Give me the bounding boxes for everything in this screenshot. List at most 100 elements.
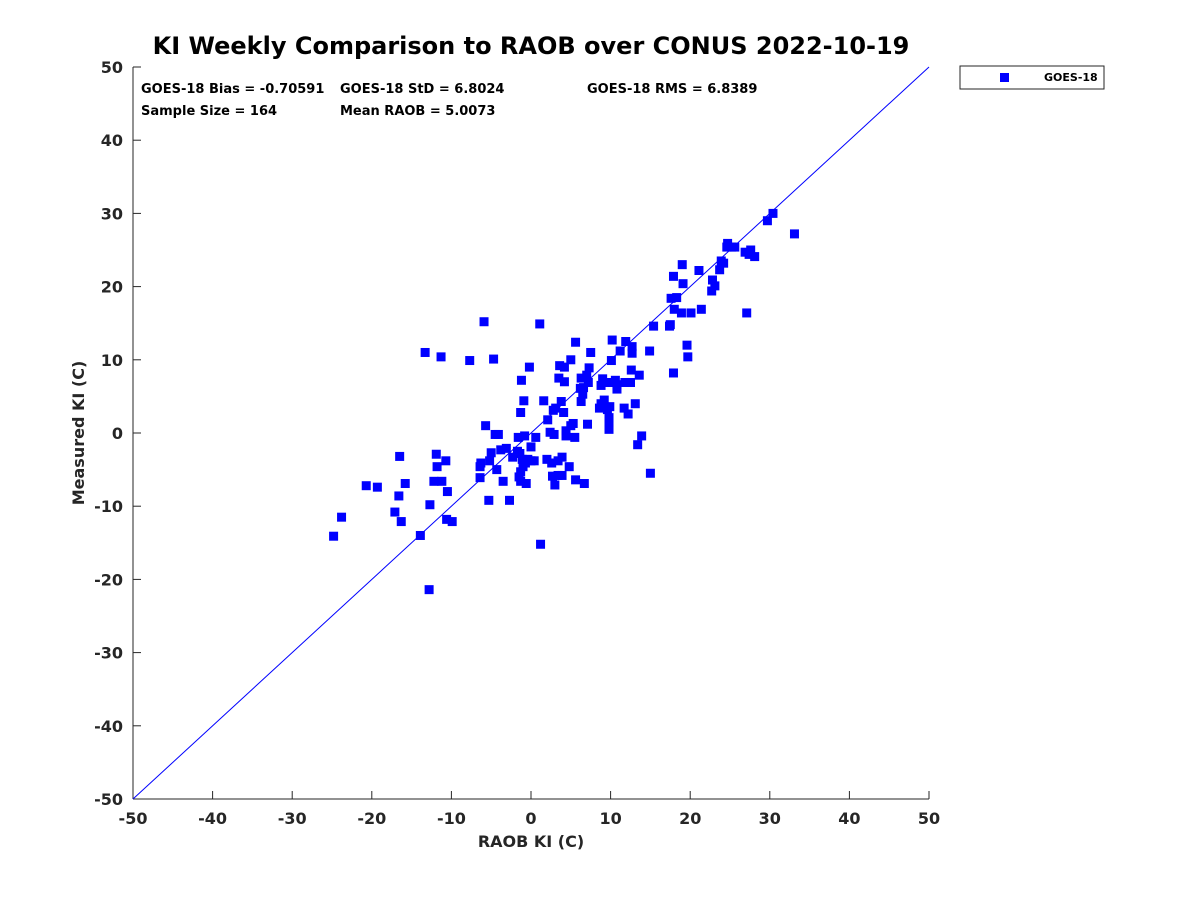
- data-point: [710, 281, 720, 291]
- data-point: [513, 432, 523, 442]
- data-point: [666, 293, 676, 303]
- data-point: [584, 363, 594, 373]
- data-point: [429, 476, 439, 486]
- y-ticks: 50 40 30 20 10 0 -10 -20 -30 -40 -50: [94, 58, 141, 809]
- data-point: [669, 304, 679, 314]
- y-tick-label: -20: [94, 570, 123, 589]
- data-point: [730, 242, 740, 252]
- data-point: [582, 370, 592, 380]
- data-point: [485, 456, 495, 466]
- data-point: [484, 495, 494, 505]
- data-point: [672, 293, 682, 303]
- data-point: [516, 408, 526, 418]
- data-point: [665, 320, 675, 330]
- data-point: [481, 421, 491, 431]
- rms-stat: GOES-18 RMS = 6.8389: [587, 82, 757, 97]
- x-tick-label: -50: [119, 809, 148, 828]
- data-point: [536, 539, 546, 549]
- data-point: [432, 462, 442, 472]
- data-point: [475, 473, 485, 483]
- x-tick-label: 30: [759, 809, 781, 828]
- data-point: [520, 431, 530, 441]
- data-point: [361, 481, 371, 491]
- x-tick-label: 10: [599, 809, 621, 828]
- data-point: [479, 317, 489, 327]
- data-point: [556, 397, 566, 407]
- x-tick-label: 50: [918, 809, 940, 828]
- data-point: [561, 431, 571, 441]
- x-ticks: -50 -40 -30 -20 -10 0 10 20 30 40 50: [119, 791, 940, 828]
- data-point: [715, 265, 725, 275]
- data-point: [531, 432, 541, 442]
- data-point: [559, 362, 569, 372]
- data-point: [516, 476, 526, 486]
- data-point: [492, 465, 502, 475]
- data-point: [583, 377, 593, 387]
- data-point: [394, 491, 404, 501]
- data-point: [645, 468, 655, 478]
- data-point: [431, 449, 441, 459]
- data-point: [626, 365, 636, 375]
- data-point: [568, 418, 578, 428]
- legend: GOES-18: [959, 65, 1105, 90]
- data-point: [605, 402, 615, 412]
- x-tick-label: 20: [679, 809, 701, 828]
- data-point: [570, 432, 580, 442]
- data-point: [498, 476, 508, 486]
- data-point: [550, 480, 560, 490]
- statistics-box: GOES-18 Bias = -0.70591 GOES-18 StD = 6.…: [141, 82, 757, 119]
- data-point: [789, 229, 799, 239]
- data-point: [576, 397, 586, 407]
- data-point: [521, 479, 531, 489]
- data-point: [637, 431, 647, 441]
- data-point: [668, 271, 678, 281]
- data-point: [683, 352, 693, 362]
- data-point: [606, 356, 616, 366]
- data-point: [634, 370, 644, 380]
- data-point: [676, 308, 686, 318]
- data-point: [623, 409, 633, 419]
- data-point: [496, 445, 506, 455]
- data-point: [762, 216, 772, 226]
- bias-stat: GOES-18 Bias = -0.70591: [141, 82, 324, 97]
- chart-title: KI Weekly Comparison to RAOB over CONUS …: [153, 32, 910, 60]
- data-point: [566, 355, 576, 365]
- data-point: [424, 585, 434, 595]
- data-point: [441, 456, 451, 466]
- data-point: [583, 419, 593, 429]
- data-point: [526, 442, 536, 452]
- x-tick-label: 0: [525, 809, 536, 828]
- data-point: [547, 471, 557, 481]
- y-tick-label: 0: [112, 424, 123, 443]
- data-point: [586, 347, 596, 357]
- data-point: [372, 482, 382, 492]
- y-tick-label: -30: [94, 644, 123, 663]
- x-tick-label: -30: [278, 809, 307, 828]
- data-point: [390, 507, 400, 517]
- data-point: [579, 383, 589, 393]
- y-tick-label: 10: [101, 351, 123, 370]
- data-point: [437, 476, 447, 486]
- data-point: [515, 448, 525, 458]
- data-point: [627, 342, 637, 352]
- data-point: [576, 373, 586, 383]
- x-tick-label: -10: [437, 809, 466, 828]
- data-point: [696, 304, 706, 314]
- data-point: [542, 454, 552, 464]
- data-point: [682, 340, 692, 350]
- data-point: [579, 479, 589, 489]
- y-tick-label: 20: [101, 278, 123, 297]
- data-point: [508, 452, 518, 462]
- data-point: [746, 245, 756, 255]
- data-point: [425, 500, 435, 510]
- data-point: [337, 512, 347, 522]
- data-point: [555, 361, 565, 371]
- data-point: [486, 448, 496, 458]
- data-point: [529, 456, 539, 466]
- data-point: [649, 321, 659, 331]
- data-point: [686, 308, 696, 318]
- data-point: [630, 399, 640, 409]
- data-point: [442, 487, 452, 497]
- x-tick-label: -20: [357, 809, 386, 828]
